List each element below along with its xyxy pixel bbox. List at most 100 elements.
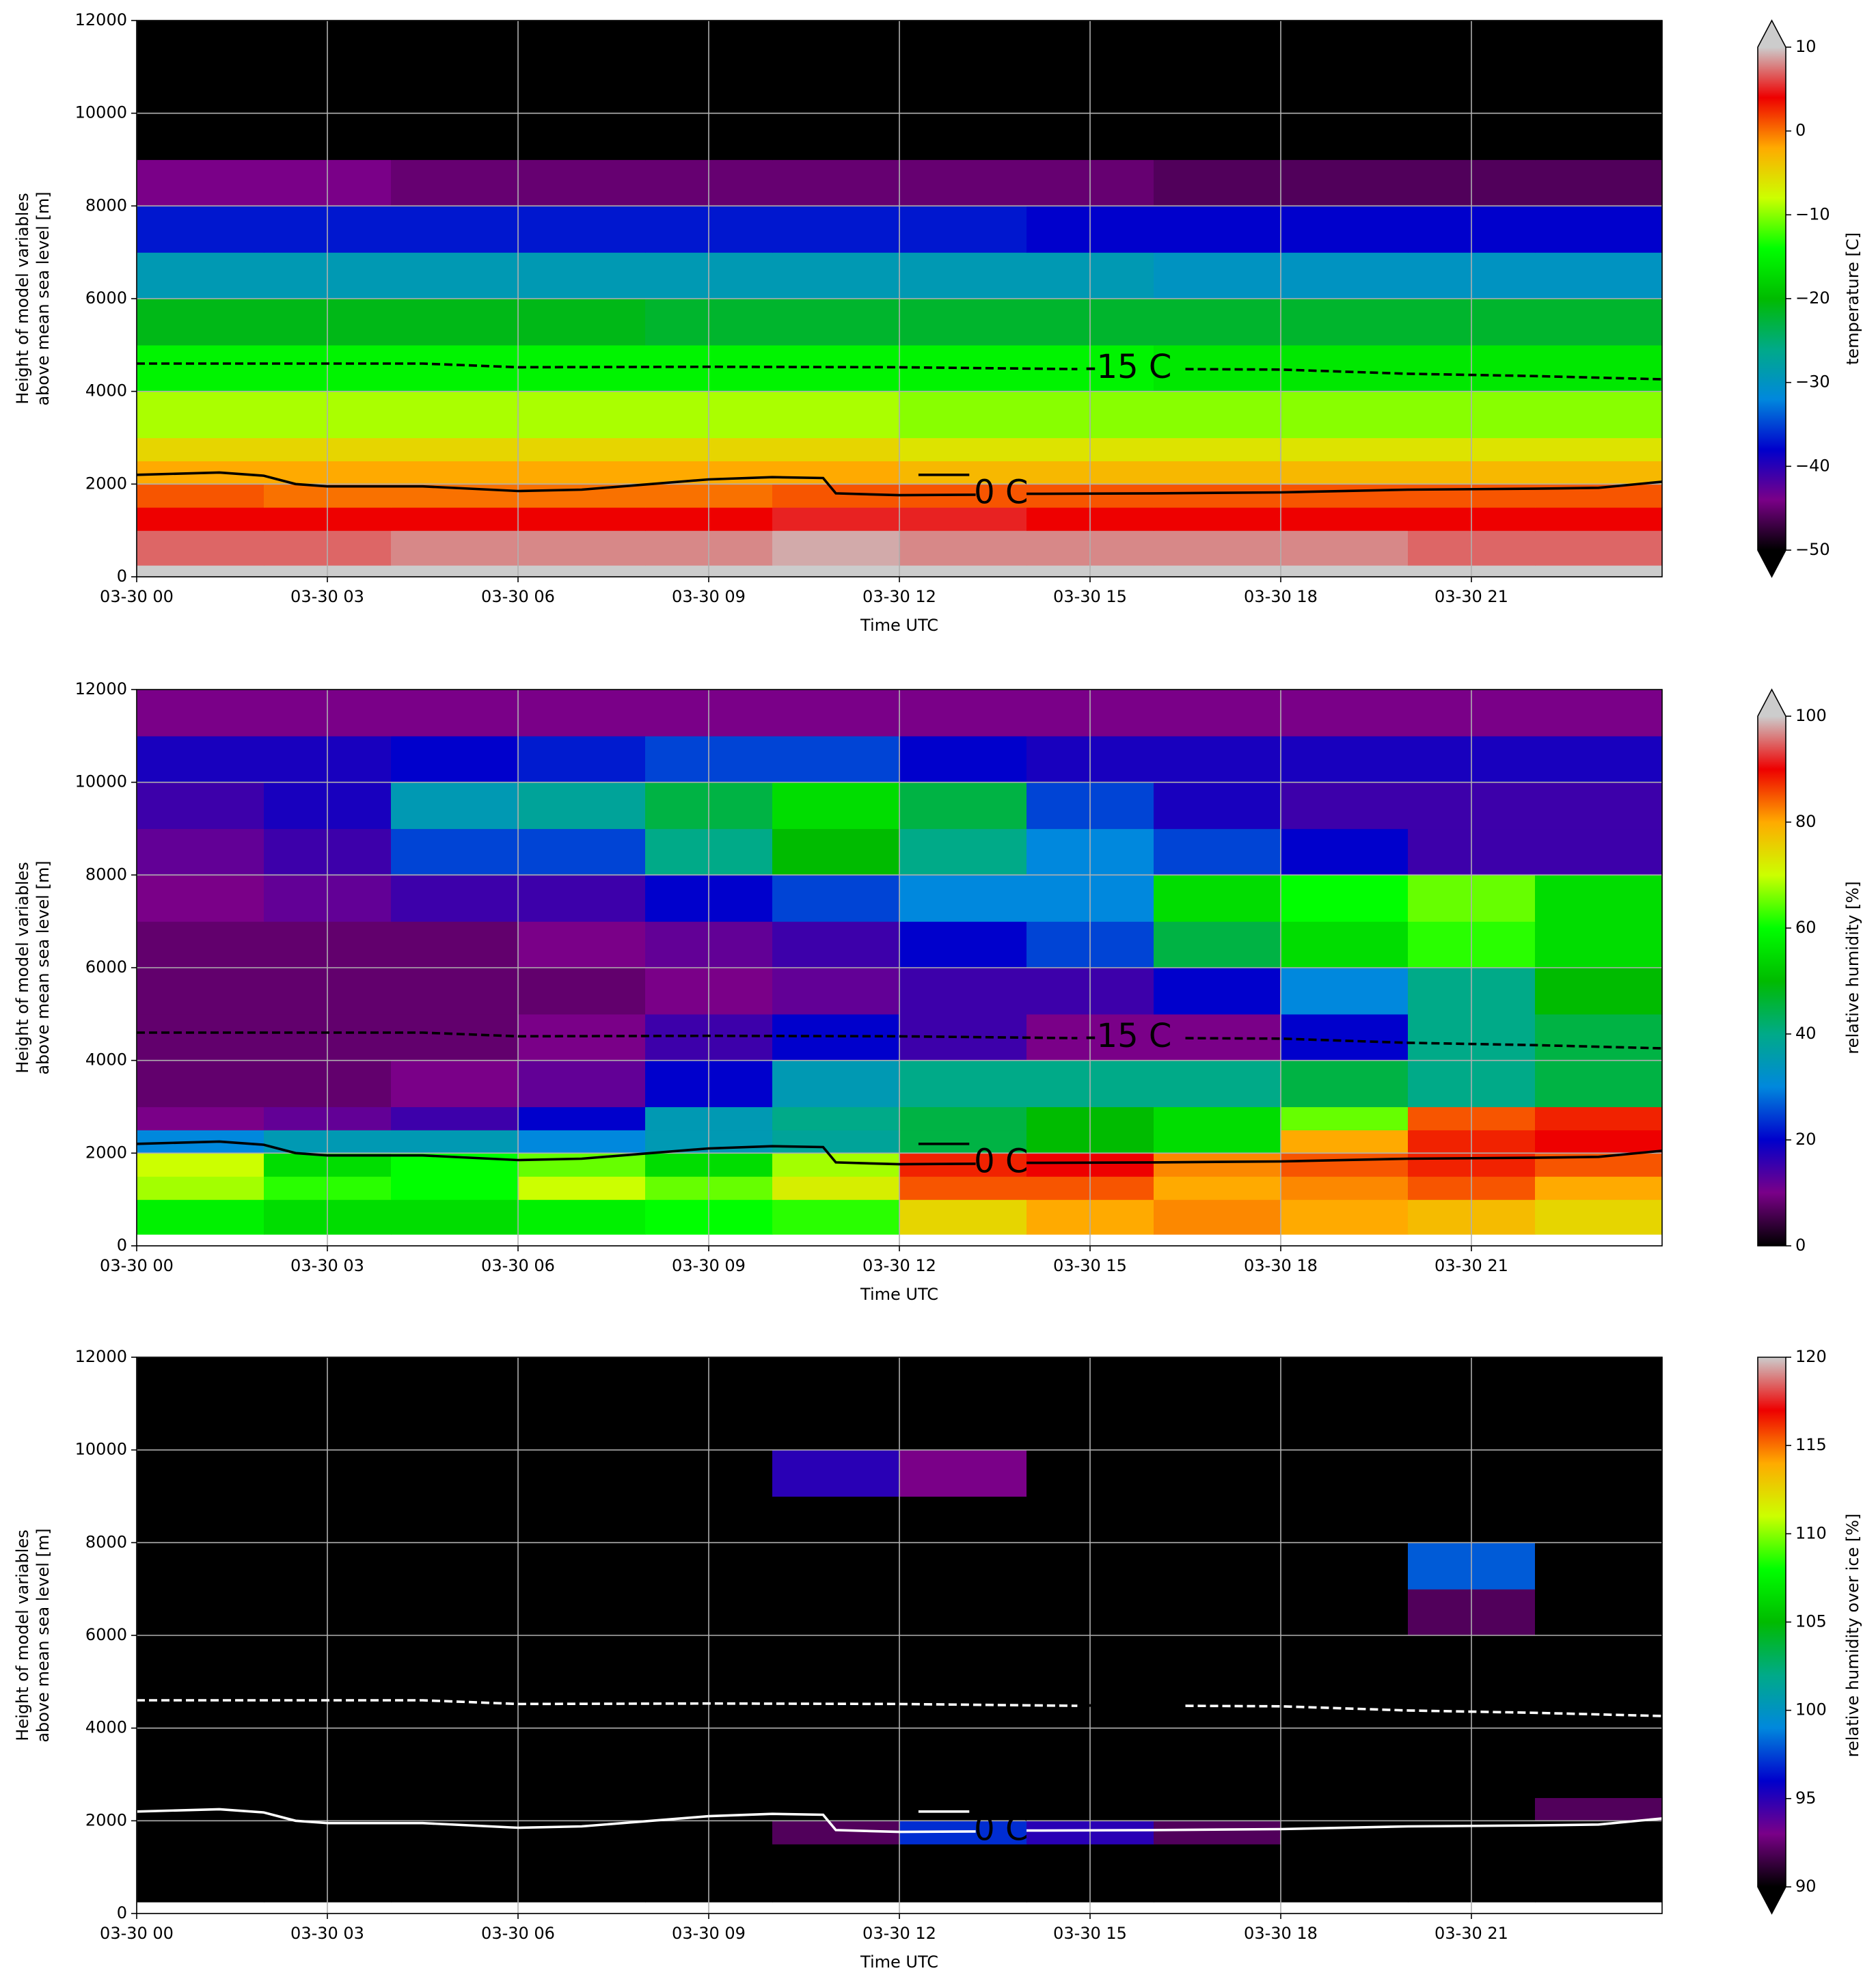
colorbar-tick-label: −20 [1795,288,1830,308]
heatmap-cell [1281,437,1409,462]
heatmap-cell [518,299,646,346]
heatmap-cell [1154,565,1281,577]
x-tick-label: 03-30 15 [1053,587,1127,606]
heatmap-cell [1154,159,1281,206]
y-tick-label: 6000 [85,288,127,308]
heatmap-cell [137,921,264,968]
heatmap-cell [518,1496,646,1543]
y-tick-label: 0 [117,1903,127,1922]
heatmap-cell [1281,1844,1409,1868]
heatmap-cell [1281,1496,1409,1543]
colorbar [1758,716,1786,1246]
heatmap-cell [137,1403,264,1451]
contour-label: 0 C [974,1142,1028,1180]
heatmap-cell [1154,1728,1281,1775]
heatmap-cell [772,530,900,566]
x-axis-label: Time UTC [860,616,938,635]
y-tick-label: 10000 [75,772,127,791]
heatmap-cell [1154,66,1281,114]
heatmap-cell [772,1821,900,1844]
heatmap-cell [391,921,519,968]
heatmap-cell [1281,66,1409,114]
heatmap-cell [1535,1542,1663,1590]
heatmap-cell [1535,1357,1663,1404]
x-tick-label: 03-30 03 [290,1256,364,1275]
heatmap-cell [518,1681,646,1729]
heatmap-cell [1281,1199,1409,1235]
heatmap-cell [518,1867,646,1903]
heatmap-cell [899,159,1027,206]
heatmap-cell [1281,344,1409,392]
contour-label: -15 C [1085,1017,1171,1055]
heatmap-cell [899,921,1027,968]
heatmap-cell [137,1844,264,1868]
heatmap-cell [899,461,1027,485]
heatmap-cell [772,206,900,253]
contour-line [137,362,1663,381]
colorbar-extend-max [1758,21,1786,47]
heatmap-cell [391,21,519,68]
heatmap-cell [1154,1449,1281,1497]
heatmap-cell [137,1681,264,1729]
heatmap-cell [391,299,519,346]
heatmap-cell [1535,461,1663,485]
heatmap-cell [1154,875,1281,922]
heatmap-cell [137,1542,264,1590]
heatmap-cell [391,1496,519,1543]
heatmap-cell [772,1153,900,1177]
colorbar-label: temperature [C] [1843,232,1862,365]
heatmap-cell [1535,828,1663,875]
heatmap-cell [899,1060,1027,1108]
heatmap-cell [137,565,264,577]
heatmap-cell [1535,1635,1663,1683]
colorbar-tick-label: −40 [1795,456,1830,475]
x-tick-label: 03-30 12 [862,587,936,606]
heatmap-cell [391,1013,519,1061]
heatmap-cell [518,565,646,577]
heatmap-cell [1154,206,1281,253]
heatmap-cell [137,1060,264,1108]
x-tick-label: 03-30 12 [862,1924,936,1943]
heatmap-cell [1535,1130,1663,1154]
heatmap-cell [391,391,519,439]
heatmap-cell [137,299,264,346]
heatmap-cell [1154,828,1281,875]
heatmap-cell [518,1774,646,1799]
heatmap-cell [1154,921,1281,968]
heatmap-cell [518,1821,646,1844]
heatmap-cell [1154,507,1281,531]
heatmap-cell [899,1797,1027,1821]
heatmap-cell [772,828,900,875]
x-tick-label: 03-30 03 [290,1924,364,1943]
heatmap-cell [1535,1496,1663,1543]
heatmap-cell [899,565,1027,577]
heatmap-cell [1281,782,1409,830]
heatmap-cell [391,1774,519,1799]
heatmap-cell [137,1867,264,1903]
heatmap-cell [137,782,264,830]
x-tick-label: 03-30 12 [862,1256,936,1275]
heatmap-cell [772,1060,900,1108]
heatmap-cell [1535,735,1663,783]
heatmap-cell [137,1357,264,1404]
colorbar-label: relative humidity over ice [%] [1843,1514,1862,1758]
heatmap-cell [518,484,646,508]
heatmap-cell [1535,1013,1663,1061]
heatmap-cell [518,735,646,783]
colorbar-tick-label: 100 [1795,706,1827,725]
heatmap-cell [1281,1681,1409,1729]
contour-label: 0 C [974,473,1028,511]
heatmap-cell [518,206,646,253]
heatmap-cell [1154,252,1281,299]
heatmap-cell [391,507,519,531]
heatmap-cell [518,690,646,737]
colorbar-frame [1757,1357,1786,1915]
heatmap-cell [1281,1403,1409,1451]
heatmap-cell [772,1130,900,1154]
colorbar-extend-min [1758,1887,1786,1914]
heatmap-cell [899,1130,1027,1154]
heatmap-cell [391,437,519,462]
plot-frame [136,1357,1663,1914]
heatmap-cell [518,1449,646,1497]
y-tick-label: 4000 [85,381,127,400]
